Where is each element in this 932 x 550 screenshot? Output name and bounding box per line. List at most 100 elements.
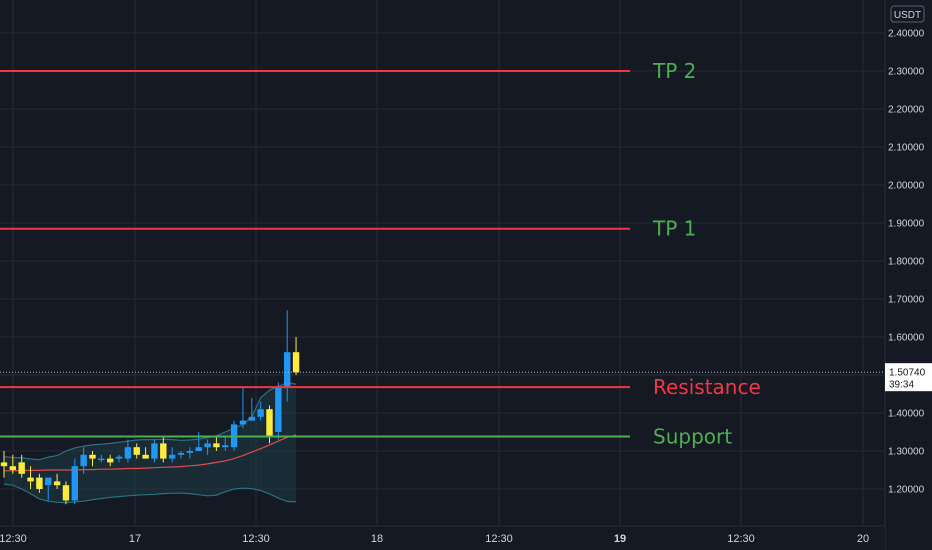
candle [18,454,25,478]
candle-body [222,445,229,448]
candle [257,401,264,421]
price-tick-label: 1.20000 [888,485,925,496]
price-tick-label: 2.10000 [888,143,925,154]
candle-body [89,454,96,459]
candle [80,447,87,474]
time-tick-label: 17 [129,533,141,545]
price-tick-label: 1.30000 [888,447,925,458]
candle-body [27,477,34,482]
candle [168,447,176,463]
candle-body [0,462,8,467]
price-tick-label: 1.80000 [888,257,925,268]
candle-body [160,443,167,459]
candle-body [257,409,264,417]
band-upper-line [3,381,297,461]
candle-body [9,466,17,470]
time-tick-label: 12:30 [485,533,513,545]
grid-lines [0,0,884,526]
time-tick-label: 12:30 [242,533,270,545]
level-label: TP 1 [652,217,696,241]
candle-body [62,485,70,501]
candle [222,435,229,451]
price-tick-label: 2.40000 [888,29,925,40]
time-tick-label: 12:30 [0,533,27,545]
level-label: TP 2 [652,59,696,83]
candle [89,451,96,467]
candle [9,454,17,474]
candle [151,439,158,463]
candle [248,397,255,421]
candle [98,454,105,463]
time-axis-bg [0,526,885,550]
candle [45,477,52,501]
candle-body [168,454,176,459]
candle-body [36,477,43,489]
candle-body [115,456,123,459]
candle-body [204,443,211,448]
currency-badge[interactable] [890,5,925,23]
price-axis[interactable]: USDT 2.40000 2.30000 2.20000 2.10000 2.00000 1… [884,0,932,550]
bar-countdown-label: 39:34 [889,380,914,391]
current-price-label: 1.50740 [889,368,926,379]
candle [133,443,140,459]
price-tick-label: 2.20000 [888,105,925,116]
currency-label: USDT [894,10,921,21]
candle-body [275,386,282,432]
candle [204,439,211,455]
level-label: Support [653,425,732,449]
candle-body [18,462,25,474]
candle-body [248,416,255,421]
candle [107,454,114,467]
candle [124,439,132,463]
time-tick-label: 12:30 [727,533,755,545]
time-tick-label: 18 [371,533,383,545]
candle [239,386,247,429]
candle-body [80,454,87,467]
candle [53,473,61,489]
candle-body [151,443,158,459]
level-label: Resistance [653,375,761,399]
time-tick-label: 20 [857,533,869,545]
candle [275,382,282,440]
current-price-badge [885,363,932,392]
candle-body [142,454,149,459]
candle [195,432,202,451]
candle-body [71,466,78,501]
price-tick-label: 1.60000 [888,333,925,344]
candle [142,447,149,459]
candle [213,435,220,451]
candle [0,451,8,478]
price-axis-bg [885,0,932,550]
candle [160,435,167,463]
candle [115,454,123,463]
candle-body [177,452,185,455]
candle-body [213,443,220,448]
candle-body [53,481,61,486]
price-tick-label: 2.00000 [888,181,925,192]
candle-body [195,447,202,451]
candle [177,451,185,459]
price-tick-label: 1.70000 [888,295,925,306]
candle [292,337,300,375]
candle-body [186,451,194,453]
candle-body [98,458,105,461]
price-tick-label: 2.30000 [888,67,925,78]
candle-body [239,420,247,425]
candle-body [284,352,291,387]
candle-body [266,409,273,436]
candle-body [45,477,52,486]
moving-average-line [4,434,297,472]
price-tick-label: 1.40000 [888,409,925,420]
candle-body [107,458,114,463]
candle [62,481,70,505]
price-levels: TP 2 TP 1 Resistance Support [0,59,761,449]
candle-body [292,352,300,373]
time-tick-label: 19 [614,533,626,545]
price-tick-label: 1.90000 [888,219,925,230]
time-axis[interactable]: 12:30 17 12:30 18 12:30 19 12:30 20 [0,525,885,550]
candle [36,473,43,493]
candle [27,466,34,489]
candle [186,447,194,459]
candle [71,458,78,505]
